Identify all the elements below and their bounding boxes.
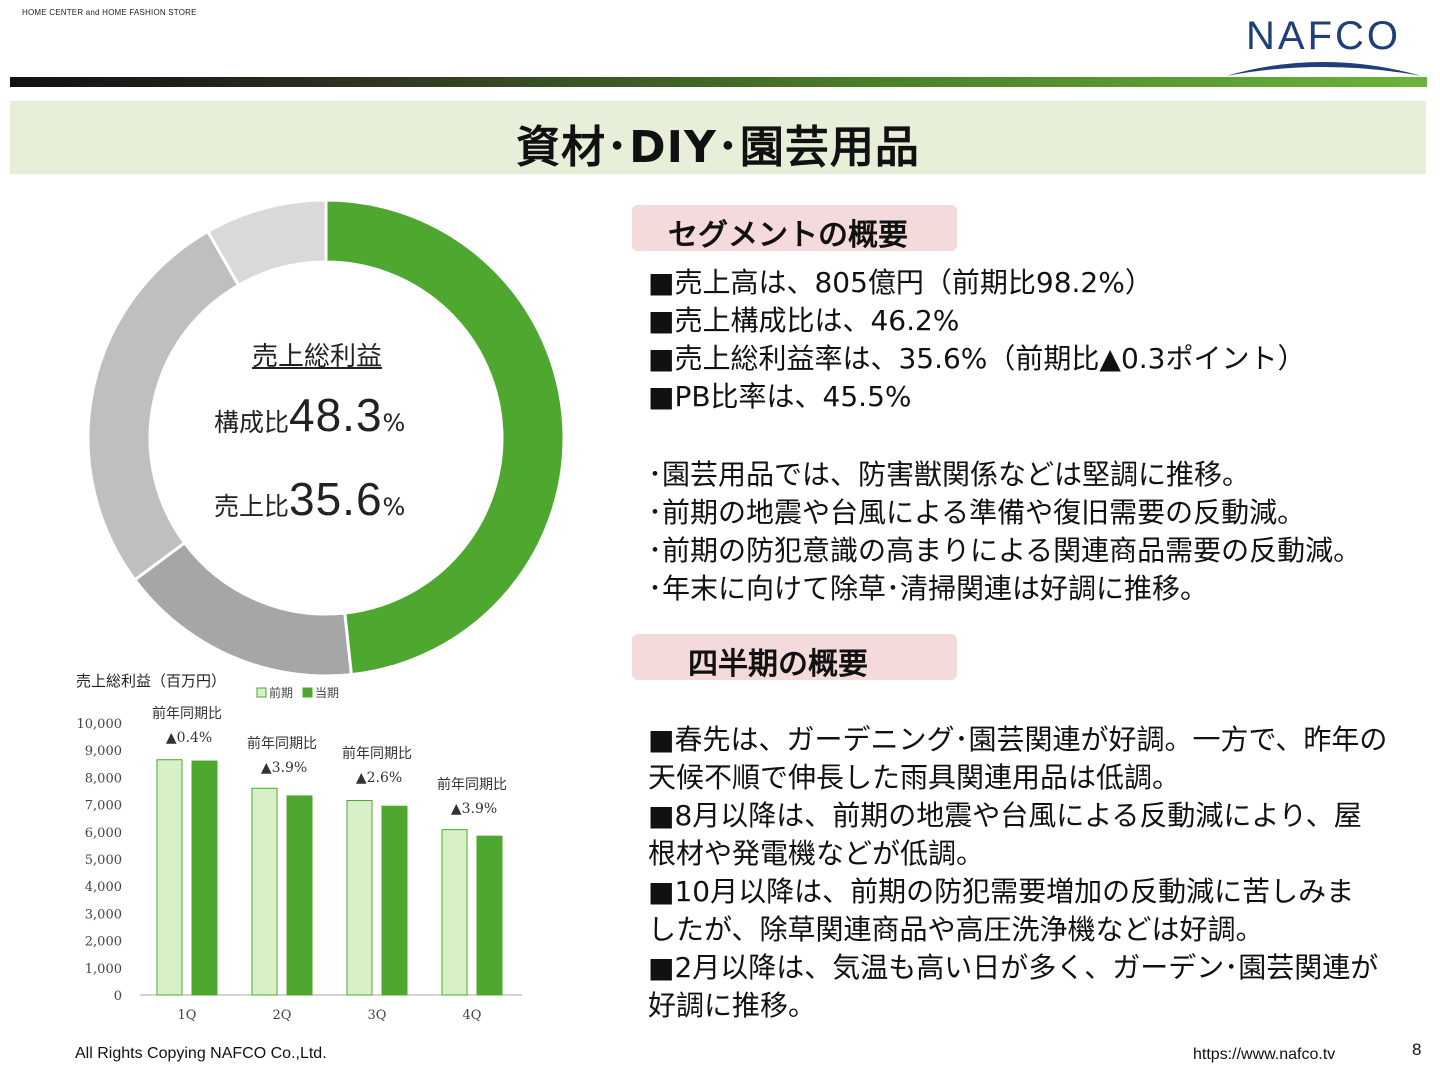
stat-line: ■売上総利益率は、35.6%（前期比▲0.3ポイント）	[648, 342, 1306, 375]
quarter-line: ■8月以降は、前期の地震や台風による反動減により、屋	[648, 799, 1362, 832]
annotation-label: 前年同期比	[152, 705, 222, 722]
bar-chart-title: 売上総利益（百万円）	[76, 672, 227, 690]
quarter-line: したが、除草関連商品や高圧洗浄機などは好調。	[648, 913, 1264, 946]
segment-overview-heading-text: セグメントの概要	[668, 218, 908, 253]
sales-ratio-value: 35.6	[289, 473, 383, 525]
y-tick-label: 3,000	[85, 907, 122, 922]
annotation-value: ▲0.4%	[166, 730, 212, 746]
sales-ratio-label: 売上比	[214, 492, 290, 521]
y-tick-label: 5,000	[85, 853, 122, 868]
donut-composition-ratio: 構成比48.3%	[214, 388, 405, 442]
bar-prev	[251, 787, 278, 996]
note-line: ･年末に向けて除草･清掃関連は好調に推移。	[648, 572, 1209, 605]
y-tick-label: 8,000	[85, 771, 122, 786]
y-tick-label: 1,000	[85, 962, 122, 977]
segment-overview-heading: セグメントの概要	[632, 205, 957, 253]
nafco-logo: NAFCO	[1222, 14, 1427, 78]
donut-slice	[205, 198, 328, 288]
logo-text: NAFCO	[1246, 14, 1401, 58]
bar-prev	[156, 759, 183, 996]
quarter-overview-heading-text: 四半期の概要	[688, 647, 868, 682]
store-tagline: HOME CENTER and HOME FASHION STORE	[22, 8, 197, 17]
bar-curr	[286, 795, 313, 996]
donut-slice	[324, 198, 566, 677]
logo-swoosh-icon	[1226, 62, 1422, 76]
segment-donut-chart	[86, 198, 566, 678]
y-tick-label: 7,000	[85, 799, 122, 814]
stat-line: ■PB比率は、45.5%	[648, 380, 912, 413]
legend-label: 当期	[315, 686, 339, 700]
donut-sales-ratio: 売上比35.6%	[214, 472, 405, 526]
y-tick-label: 9,000	[85, 744, 122, 759]
title-band: 資材･DIY･園芸用品	[10, 101, 1426, 174]
annotation-value: ▲3.9%	[261, 760, 307, 776]
annotation-label: 前年同期比	[247, 735, 317, 752]
bar-prev	[441, 829, 468, 996]
x-tick-label: 1Q	[178, 1008, 197, 1023]
quarter-line: 根材や発電機などが低調。	[648, 837, 985, 870]
page-number: 8	[1412, 1040, 1422, 1059]
page-title: 資材･DIY･園芸用品	[516, 122, 920, 173]
quarterly-gross-profit-chart: 10,000 9,000 8,000 7,000 6,000 5,000 4,000 3,00…	[77, 685, 522, 1023]
annotation-label: 前年同期比	[437, 776, 507, 793]
legend-label: 前期	[269, 685, 293, 700]
note-line: ･前期の地震や台風による準備や復旧需要の反動減。	[648, 496, 1306, 529]
y-tick-label: 10,000	[77, 717, 123, 732]
y-tick-label: 2,000	[85, 935, 122, 950]
annotation-value: ▲2.6%	[356, 770, 402, 786]
annotation-value: ▲3.9%	[451, 801, 497, 817]
quarter-line: ■10月以降は、前期の防犯需要増加の反動減に苦しみま	[648, 875, 1355, 908]
bar-prev	[346, 800, 373, 996]
note-line: ･園芸用品では、防害獣関係などは堅調に推移。	[648, 458, 1251, 491]
composition-unit: %	[382, 409, 406, 437]
y-tick-label: 6,000	[85, 826, 122, 841]
x-tick-label: 2Q	[273, 1008, 292, 1023]
composition-value: 48.3	[289, 389, 383, 441]
bar-curr	[476, 835, 503, 996]
bar-curr	[381, 805, 408, 996]
quarter-notes: ■春先は、ガーデニング･園芸関連が好調。一方で、昨年の 天候不順で伸長した雨具関…	[648, 721, 1387, 1025]
segment-notes: ･園芸用品では、防害獣関係などは堅調に推移。 ･前期の地震や台風による準備や復旧…	[648, 456, 1361, 608]
legend-swatch	[302, 687, 313, 698]
quarter-line: 天候不順で伸長した雨具関連用品は低調。	[648, 761, 1181, 794]
site-url-link[interactable]: https://www.nafco.tv	[1193, 1046, 1336, 1063]
annotation-label: 前年同期比	[342, 745, 412, 762]
bar-curr	[191, 760, 218, 996]
sales-ratio-unit: %	[382, 493, 406, 521]
y-tick-label: 4,000	[85, 880, 122, 895]
quarter-line: ■春先は、ガーデニング･園芸関連が好調。一方で、昨年の	[648, 723, 1388, 756]
donut-slice	[86, 229, 241, 582]
stat-line: ■売上高は、805億円（前期比98.2%）	[648, 266, 1153, 299]
header-rule	[10, 77, 1427, 87]
x-tick-label: 4Q	[463, 1008, 482, 1023]
x-tick-label: 3Q	[368, 1008, 387, 1023]
copyright: All Rights Copying NAFCO Co.,Ltd.	[75, 1045, 327, 1062]
donut-slice	[132, 540, 354, 678]
note-line: ･前期の防犯意識の高まりによる関連商品需要の反動減。	[648, 534, 1362, 567]
stat-line: ■売上構成比は、46.2%	[648, 304, 960, 337]
donut-center-label: 売上総利益	[252, 342, 383, 372]
quarter-overview-heading: 四半期の概要	[632, 634, 957, 682]
quarter-line: 好調に推移。	[648, 989, 817, 1022]
segment-stats: ■売上高は、805億円（前期比98.2%） ■売上構成比は、46.2% ■売上総…	[648, 264, 1305, 416]
quarter-line: ■2月以降は、気温も高い日が多く、ガーデン･園芸関連が	[648, 951, 1379, 984]
composition-label: 構成比	[214, 408, 290, 437]
legend-swatch	[256, 687, 267, 698]
y-tick-label: 0	[114, 989, 122, 1004]
